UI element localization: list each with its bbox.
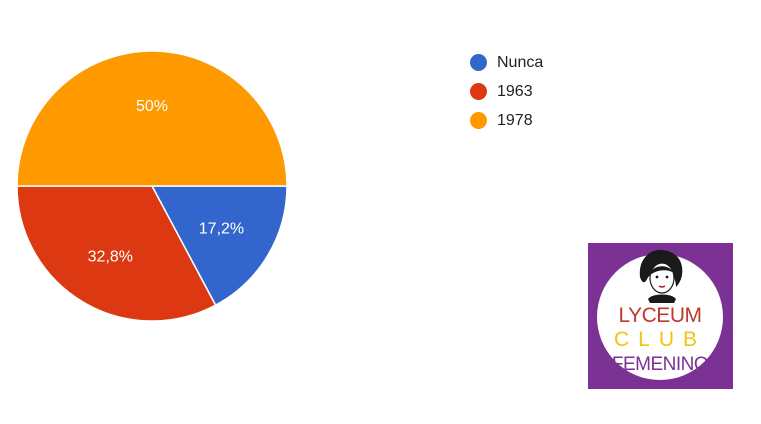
legend: Nunca 1963 1978 [470, 48, 543, 135]
slice-data-label: 17,2% [199, 221, 244, 238]
legend-item-nunca[interactable]: Nunca [470, 48, 543, 77]
slice-data-label: 32,8% [88, 248, 133, 265]
legend-swatch [470, 54, 487, 71]
pie-slice-nunca[interactable] [150, 185, 288, 307]
pie-chart: 17,2% 32,8% 50% [16, 50, 288, 322]
pie-slice-1963[interactable] [16, 185, 217, 322]
legend-label: 1963 [497, 82, 533, 100]
svg-text:CLUB: CLUB [614, 328, 706, 351]
portrait-icon [639, 249, 683, 303]
legend-label: 1978 [497, 111, 533, 129]
svg-text:LYCEUM: LYCEUM [619, 304, 702, 327]
legend-item-1978[interactable]: 1978 [470, 106, 543, 135]
legend-swatch [470, 112, 487, 129]
pie-slice-1978[interactable] [16, 50, 288, 187]
legend-item-1963[interactable]: 1963 [470, 77, 543, 106]
legend-label: Nunca [497, 53, 544, 71]
svg-text:FEMENINO: FEMENINO [612, 354, 708, 375]
lyceum-club-femenino-logo: LYCEUM CLUB FEMENINO [588, 243, 733, 389]
legend-swatch [470, 83, 487, 100]
slice-data-label: 50% [136, 98, 168, 115]
